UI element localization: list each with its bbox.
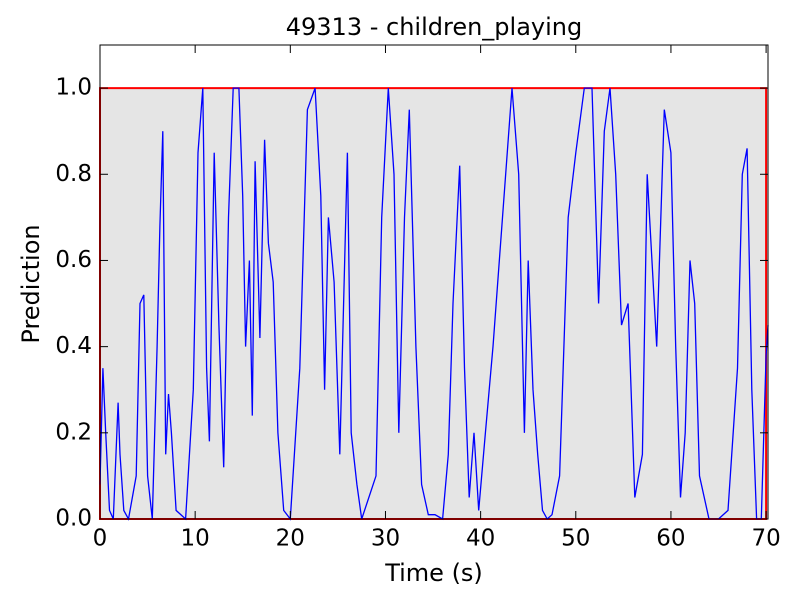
x-tick-label: 0 [93, 526, 108, 552]
y-tick-label: 0.2 [55, 419, 92, 445]
y-tick-label: 1.0 [55, 75, 92, 101]
truth-region [99, 87, 768, 520]
x-axis-label: Time (s) [384, 559, 483, 587]
y-axis-label: Prediction [17, 224, 45, 343]
x-tick-label: 70 [751, 526, 780, 552]
x-tick-label: 10 [181, 526, 210, 552]
prediction-line [99, 87, 769, 521]
x-tick-label: 40 [466, 526, 495, 552]
plot-frame [99, 44, 769, 520]
x-tick-label: 30 [371, 526, 400, 552]
y-tick-label: 0.6 [55, 247, 92, 273]
y-tick-label: 0.8 [55, 161, 92, 187]
x-tick-label: 50 [561, 526, 590, 552]
chart-title: 49313 - children_playing [286, 13, 582, 41]
y-tick-label: 0.4 [55, 333, 92, 359]
y-tick-label: 0.0 [55, 506, 92, 532]
x-tick-label: 20 [276, 526, 305, 552]
x-tick-label: 60 [656, 526, 685, 552]
